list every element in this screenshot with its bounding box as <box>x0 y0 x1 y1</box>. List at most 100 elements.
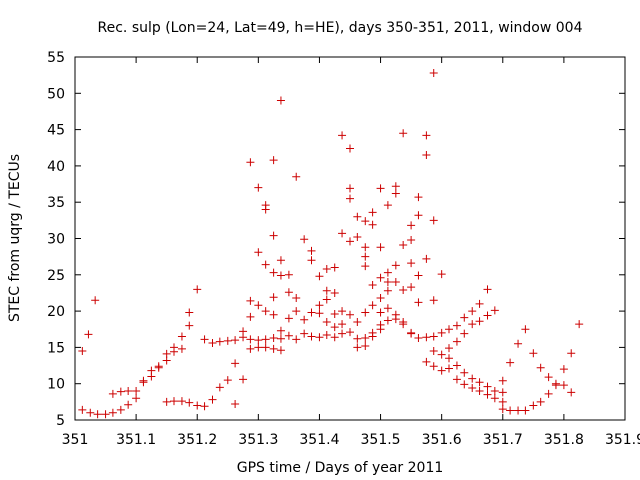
data-point <box>468 384 477 393</box>
data-point <box>452 337 461 346</box>
data-point <box>391 278 400 287</box>
data-point <box>193 401 202 410</box>
data-point <box>246 344 255 353</box>
data-point <box>254 248 263 257</box>
data-point <box>407 221 416 230</box>
data-point <box>177 332 186 341</box>
data-point <box>483 390 492 399</box>
data-point <box>414 298 423 307</box>
data-point <box>170 397 178 406</box>
data-point <box>300 235 309 244</box>
data-point <box>468 374 477 383</box>
data-point <box>154 362 163 371</box>
data-point <box>437 328 446 337</box>
data-point <box>185 398 194 407</box>
data-point <box>346 237 354 246</box>
data-point <box>383 316 392 325</box>
data-point <box>346 194 354 203</box>
data-point <box>86 408 95 417</box>
data-point <box>322 295 331 304</box>
data-point <box>353 334 362 343</box>
data-point <box>284 288 293 297</box>
data-point <box>475 378 484 387</box>
data-point <box>361 243 370 252</box>
data-point <box>376 294 385 303</box>
data-point <box>490 394 499 403</box>
data-point <box>231 336 240 345</box>
y-tick-label: 30 <box>47 232 65 248</box>
data-point <box>391 182 400 191</box>
data-point <box>361 333 370 342</box>
data-point <box>315 272 324 281</box>
data-point <box>429 362 438 371</box>
data-point <box>468 320 477 329</box>
data-point <box>536 363 545 372</box>
data-point <box>284 314 293 323</box>
data-point <box>498 376 507 385</box>
data-point <box>506 406 515 415</box>
data-point <box>284 331 293 340</box>
data-point <box>399 241 408 250</box>
x-tick-label: 351.2 <box>177 432 217 448</box>
data-point <box>422 151 431 160</box>
data-point <box>215 337 224 346</box>
data-point <box>521 406 530 415</box>
data-point <box>437 270 446 279</box>
data-point <box>445 364 453 373</box>
data-point <box>254 183 263 192</box>
data-point <box>101 410 110 419</box>
data-point <box>422 254 431 263</box>
data-point <box>383 201 392 210</box>
data-point <box>567 349 576 358</box>
data-point <box>269 333 278 342</box>
data-point <box>346 144 354 153</box>
y-tick-label: 45 <box>47 123 65 139</box>
data-point <box>246 312 255 321</box>
data-point <box>307 246 316 255</box>
data-point <box>322 331 331 340</box>
x-tick-label: 351.3 <box>238 432 278 448</box>
data-point <box>276 334 285 343</box>
data-point <box>338 131 347 140</box>
data-point <box>346 184 354 193</box>
data-point <box>391 261 400 270</box>
data-point <box>422 357 431 366</box>
data-point <box>361 308 370 317</box>
data-point <box>231 400 240 409</box>
data-point <box>246 335 255 344</box>
data-point <box>132 394 141 403</box>
data-point <box>292 172 301 181</box>
data-point <box>215 383 224 392</box>
data-point <box>437 350 446 359</box>
data-point <box>315 309 324 318</box>
data-point <box>346 328 354 337</box>
data-point <box>529 349 538 358</box>
data-point <box>468 307 477 316</box>
data-point <box>254 301 263 310</box>
data-point <box>368 332 377 341</box>
data-point <box>445 354 453 363</box>
data-point <box>338 307 347 316</box>
data-point <box>193 285 202 294</box>
y-tick-label: 15 <box>47 340 65 356</box>
data-point <box>84 330 93 339</box>
x-tick-label: 351.5 <box>361 432 401 448</box>
data-point <box>93 410 102 419</box>
chart-title: Rec. sulp (Lon=24, Lat=49, h=HE), days 3… <box>98 20 583 36</box>
data-point <box>261 335 270 344</box>
data-point <box>315 301 324 310</box>
data-point <box>116 405 125 414</box>
data-point <box>567 388 576 397</box>
data-point <box>162 349 171 358</box>
data-point <box>490 386 499 395</box>
data-point <box>307 256 316 265</box>
data-point <box>475 299 484 308</box>
x-tick-label: 351.4 <box>299 432 339 448</box>
data-point <box>116 387 125 396</box>
data-point <box>361 217 370 226</box>
data-point <box>162 397 171 406</box>
data-point <box>269 310 278 319</box>
data-point <box>368 301 377 310</box>
data-point <box>460 380 469 389</box>
